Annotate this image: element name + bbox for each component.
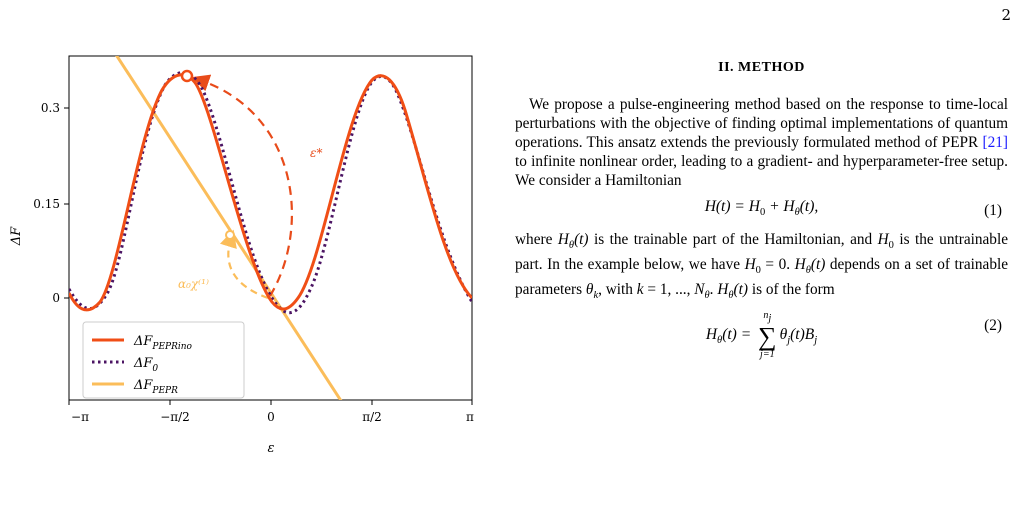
page-number: 2: [1001, 6, 1011, 24]
legend-label-pepr: ΔFPEPR: [133, 378, 178, 396]
marker-pepr-step: [225, 230, 235, 240]
paragraph-text: , with: [598, 281, 637, 299]
eq-part: θ: [779, 325, 788, 343]
eq-sub: j: [787, 334, 791, 346]
eq-part: + H: [765, 198, 795, 216]
y-tick-label: 0: [52, 291, 60, 305]
equation-number: (2): [984, 317, 1002, 335]
paragraph-text: where: [515, 231, 558, 248]
legend-main: ΔF: [133, 334, 153, 349]
math-inline: Hθ(t): [794, 256, 826, 277]
equation-number: (1): [984, 202, 1002, 219]
legend-label-f0: ΔF0: [133, 356, 158, 374]
eq-part: H: [705, 325, 718, 343]
paragraph-text: is the trainable part of the Hamiltonian…: [588, 231, 878, 248]
paragraph-text: is the untrainable part. In the example …: [515, 231, 1008, 274]
equation-2: Hθ(t) = nj ∑ j=1 θj(t)Bj (2): [515, 305, 1008, 365]
y-tick-label: 0.3: [41, 101, 60, 115]
eq-part: (t),: [799, 198, 819, 216]
math-inline: θk: [585, 281, 599, 302]
figure-peprino-comparison: ε* α₀χ⁽¹⁾ 0 0.15 0.3 ΔF −π −π/2 0 π/2 π …: [0, 40, 500, 500]
citation-link[interactable]: [21]: [982, 134, 1009, 151]
paragraph-text: = 1, ...,: [643, 281, 695, 299]
x-tick-label: π/2: [362, 410, 382, 424]
dashed-arrow-alpha: [219, 229, 269, 300]
paragraph-text: .: [709, 281, 718, 299]
math-inline: Hθ(t): [717, 281, 748, 302]
paragraph-text: We propose a pulse-engineering method ba…: [515, 96, 1008, 151]
math-inline: H0: [744, 256, 761, 277]
legend-label-peprino: ΔFPEPRino: [133, 334, 193, 352]
eq-sub: 0: [759, 207, 766, 219]
eq-part: (t)B: [790, 325, 815, 343]
math-inline: Nθ: [694, 281, 710, 302]
y-tick-label: 0.15: [33, 197, 60, 211]
legend-sub: PEPR: [151, 386, 178, 396]
eq-sub: θ: [717, 334, 723, 346]
eq-sub: j: [814, 334, 818, 346]
math-inline: k: [636, 281, 644, 299]
x-tick-label: 0: [267, 410, 275, 424]
x-tick-label: −π/2: [160, 410, 190, 424]
equation-expression: H(t) = H0 + Hθ(t),: [705, 197, 819, 222]
eq-sub: θ: [794, 207, 800, 219]
dashed-arrow-epsilon-star: [191, 74, 293, 297]
paragraph-text: depends on a set of trainable parameters: [515, 256, 1009, 299]
paragraph-intro: We propose a pulse-engineering method ba…: [515, 95, 1008, 190]
paragraph-text: is of the form: [748, 281, 835, 299]
math-inline: H0: [877, 231, 894, 252]
text-column: II. METHOD We propose a pulse-engineerin…: [515, 58, 1008, 365]
sigma-symbol: ∑: [758, 321, 777, 351]
peak-marker-peprino: [180, 69, 194, 83]
annotation-epsilon-star: ε*: [310, 146, 322, 160]
eq-part: H(t) = H: [704, 198, 760, 216]
legend-main: ΔF: [133, 356, 153, 371]
eq-part: (t) =: [722, 325, 756, 343]
series-line-peprino: [69, 73, 472, 312]
chart-svg: ε* α₀χ⁽¹⁾ 0 0.15 0.3 ΔF −π −π/2 0 π/2 π …: [9, 55, 474, 456]
y-axis-label: ΔF: [9, 226, 24, 246]
legend: ΔFPEPRino ΔF0 ΔFPEPR: [82, 321, 245, 399]
section-heading: II. METHOD: [718, 60, 805, 75]
equation-1: H(t) = H0 + Hθ(t), (1): [515, 190, 1008, 230]
math-inline: Hθ(t): [557, 231, 589, 252]
series-line-f0: [69, 71, 472, 314]
x-axis-label: ε: [268, 441, 275, 456]
equation-expression: Hθ(t) = nj ∑ j=1 θj(t)Bj: [706, 310, 817, 361]
paragraph-text: to infinite nonlinear order, leading to …: [515, 153, 1008, 189]
legend-main: ΔF: [133, 378, 153, 393]
paragraph-hamiltonian: where Hθ(t) is the trainable part of the…: [515, 230, 1008, 305]
y-axis: 0 0.15 0.3 ΔF: [9, 101, 69, 305]
legend-sub: PEPRino: [151, 342, 192, 352]
x-axis: −π −π/2 0 π/2 π ε: [68, 400, 474, 456]
summation: nj ∑ j=1: [758, 310, 777, 361]
eq-part: n: [763, 309, 769, 321]
x-tick-label: −π: [71, 410, 89, 424]
sum-lower: j=1: [760, 348, 775, 360]
paragraph-text: = 0.: [760, 256, 795, 274]
annotation-alpha-chi: α₀χ⁽¹⁾: [178, 277, 209, 291]
x-tick-label: π: [466, 410, 474, 424]
legend-sub: 0: [152, 364, 158, 374]
sum-upper: nj: [763, 310, 771, 325]
eq-sub: j: [768, 312, 772, 324]
